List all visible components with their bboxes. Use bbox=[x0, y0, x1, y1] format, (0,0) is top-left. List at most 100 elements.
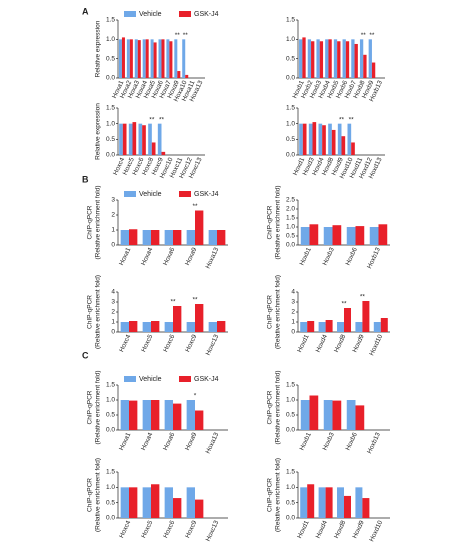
bar bbox=[119, 123, 123, 155]
bar bbox=[337, 123, 342, 155]
x-tick-label: Hoxc13 bbox=[205, 333, 221, 356]
bar bbox=[129, 229, 138, 245]
legend-label: Vehicle bbox=[139, 376, 162, 383]
bar bbox=[322, 125, 326, 155]
bar bbox=[347, 123, 352, 155]
bar bbox=[351, 39, 355, 78]
y-tick-label: 0.5 bbox=[286, 499, 295, 506]
panel: 0 1 2 3 ChIP-qPCR (Relative enrichment fold) H… bbox=[87, 185, 228, 270]
legend-label: GSK-J4 bbox=[194, 11, 219, 18]
bar bbox=[331, 129, 336, 155]
bar bbox=[151, 484, 160, 518]
bar bbox=[151, 142, 156, 155]
y-axis-label: (Relative enrichment fold) bbox=[275, 275, 282, 349]
bar bbox=[173, 230, 182, 245]
panel: 0.0 0.5 1.0 1.5 2.0 2.5 ChIP-qPCR (Relative enr… bbox=[267, 185, 390, 270]
x-tick-label: Hoxb13 bbox=[366, 431, 382, 455]
bar bbox=[145, 39, 149, 78]
bar bbox=[151, 321, 160, 332]
bar bbox=[333, 39, 338, 78]
x-tick-label: Hoxd10 bbox=[368, 519, 384, 543]
x-tick-label: Hoxb6 bbox=[345, 431, 359, 451]
bar bbox=[195, 410, 204, 430]
y-axis-label: (Relative enrichment fold) bbox=[95, 458, 102, 532]
y-tick-label: 1.5 bbox=[106, 105, 115, 112]
x-tick-label: Hoxa1 bbox=[118, 246, 132, 266]
bar bbox=[118, 39, 122, 78]
y-axis-label: ChIP-qPCR bbox=[267, 205, 274, 239]
y-tick-label: 1.0 bbox=[286, 484, 295, 491]
x-tick-label: Hoxc6 bbox=[162, 519, 176, 539]
significance: ** bbox=[175, 32, 181, 39]
bar bbox=[325, 39, 329, 78]
y-axis-label: ChIP-qPCR bbox=[267, 478, 274, 512]
bar bbox=[195, 499, 204, 518]
legend-swatch bbox=[124, 11, 136, 17]
bar bbox=[351, 142, 355, 155]
bar bbox=[186, 487, 195, 518]
bar bbox=[328, 123, 332, 155]
bar bbox=[341, 136, 346, 155]
bar bbox=[332, 400, 342, 430]
bar bbox=[308, 123, 313, 155]
y-axis-label: (Relative enrichment fold) bbox=[95, 275, 102, 349]
bar bbox=[195, 210, 204, 245]
bar bbox=[369, 227, 379, 245]
bar bbox=[161, 39, 165, 78]
bar bbox=[325, 320, 333, 332]
bar bbox=[323, 400, 333, 430]
legend-swatch bbox=[179, 191, 191, 197]
y-tick-label: 0.5 bbox=[106, 55, 115, 62]
x-tick-label: Hoxd9 bbox=[351, 519, 365, 539]
y-axis-label: ChIP-qPCR bbox=[87, 390, 94, 424]
bar bbox=[346, 227, 356, 245]
y-tick-label: 1 bbox=[111, 227, 115, 234]
y-tick-label: 0.0 bbox=[286, 515, 295, 522]
bar bbox=[316, 39, 320, 78]
bar bbox=[368, 39, 372, 78]
x-tick-label: Hoxd4 bbox=[315, 519, 329, 539]
y-tick-label: 1.0 bbox=[106, 120, 115, 127]
x-tick-label: Hoxd8 bbox=[333, 333, 347, 353]
bar bbox=[318, 322, 326, 332]
y-tick-label: 0.0 bbox=[286, 152, 295, 159]
y-axis-label: Relative expression bbox=[95, 103, 102, 160]
x-tick-label: Hoxd9 bbox=[351, 333, 365, 353]
legend-label: GSK-J4 bbox=[194, 376, 219, 383]
bar bbox=[363, 54, 367, 78]
bar bbox=[185, 74, 189, 78]
bar bbox=[346, 400, 356, 430]
bar bbox=[318, 123, 323, 155]
y-tick-label: 0.5 bbox=[286, 412, 295, 419]
y-tick-label: 2 bbox=[111, 212, 115, 219]
y-tick-label: 0.5 bbox=[106, 136, 115, 143]
bar bbox=[186, 400, 195, 430]
panel: 0.0 0.5 1.0 1.5 ChIP-qPCR (Relative enrichmen… bbox=[267, 458, 390, 543]
bar bbox=[142, 230, 151, 245]
y-tick-label: 1.0 bbox=[106, 36, 115, 43]
bar bbox=[173, 498, 182, 518]
significance: ** bbox=[192, 297, 198, 304]
bar bbox=[354, 43, 358, 78]
bar bbox=[177, 71, 181, 78]
y-axis-label: ChIP-qPCR bbox=[267, 295, 274, 329]
bar bbox=[373, 322, 381, 332]
bar bbox=[134, 39, 138, 78]
panel: 0 1 2 3 4 ChIP-qPCR (Relative enrichment fold)… bbox=[87, 275, 228, 357]
legend-swatch bbox=[124, 376, 136, 382]
bar bbox=[355, 226, 365, 245]
bar bbox=[307, 321, 315, 332]
bar bbox=[129, 321, 138, 332]
y-tick-label: 0 bbox=[291, 329, 295, 336]
bar bbox=[142, 39, 146, 78]
y-tick-label: 0.5 bbox=[286, 55, 295, 62]
y-tick-label: 1.0 bbox=[106, 484, 115, 491]
significance: ** bbox=[360, 294, 366, 301]
y-axis-label: (Relative enrichment fold) bbox=[275, 458, 282, 532]
bar bbox=[217, 230, 226, 245]
significance: ** bbox=[192, 203, 198, 210]
bar bbox=[359, 39, 364, 78]
x-tick-label: Hoxc5 bbox=[140, 519, 154, 539]
